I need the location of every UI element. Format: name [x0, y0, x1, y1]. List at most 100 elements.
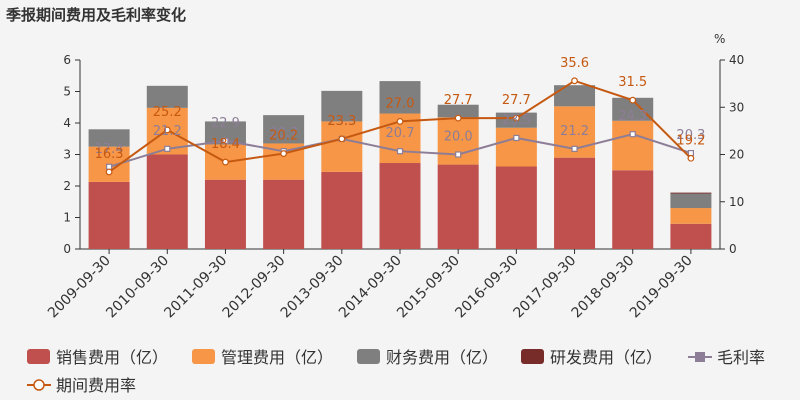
- legend-label: 毛利率: [717, 348, 765, 367]
- line-point-0: [571, 145, 578, 152]
- data-labels-layer: 17.4 21.2 22.9 20.7 23.3 20.7 20.0 23.5 21.2 24.3…: [95, 56, 706, 162]
- data-label-1: 23.3: [327, 114, 356, 129]
- bar-segment-1: [670, 208, 712, 224]
- line-point-0: [396, 148, 404, 155]
- bar-segment-0: [88, 181, 130, 249]
- bar-segment-0: [263, 179, 305, 249]
- bar-segment-0: [379, 163, 421, 249]
- bar-segment-0: [495, 166, 537, 249]
- bar-segment-0: [670, 223, 712, 249]
- legend-marker: [33, 379, 45, 391]
- legend-label: 管理费用（亿）: [221, 348, 333, 367]
- data-label-1: 16.3: [95, 147, 124, 162]
- line-point-1: [629, 96, 637, 104]
- data-label-0: 20.3: [676, 128, 705, 143]
- legend-marker: [695, 352, 705, 362]
- data-label-0: 21.2: [153, 124, 182, 139]
- line-point-0: [164, 145, 171, 152]
- data-label-1: 27.7: [444, 93, 473, 108]
- data-label-1: 20.2: [269, 129, 298, 144]
- y2-unit-label: %: [714, 32, 725, 46]
- data-label-0: 20.7: [269, 126, 298, 141]
- y-tick-label-left: 5: [63, 85, 71, 99]
- line-point-1: [222, 158, 229, 166]
- data-label-1: 18.4: [211, 137, 240, 152]
- data-label-1: 27.7: [502, 93, 531, 108]
- y-tick-label-right: 0: [729, 242, 737, 256]
- line-point-1: [396, 118, 404, 125]
- line-point-0: [513, 134, 520, 142]
- line-point-1: [280, 150, 288, 157]
- bar-segment-3: [670, 192, 712, 194]
- line-point-0: [629, 131, 636, 138]
- data-label-1: 25.2: [153, 105, 182, 120]
- line-point-1: [512, 114, 520, 122]
- legend-item-5: 期间费用率: [27, 376, 136, 395]
- line-point-0: [687, 149, 695, 157]
- y-tick-label-right: 40: [729, 53, 744, 67]
- y-tick-label-right: 10: [729, 195, 744, 209]
- bar-segment-2: [88, 129, 130, 147]
- data-label-0: 23.3: [327, 114, 356, 129]
- bar-segment-0: [204, 179, 246, 249]
- y-tick-label-right: 20: [729, 148, 744, 162]
- bar-segment-2: [670, 193, 712, 209]
- legend-swatch: [357, 349, 380, 364]
- line-point-0: [105, 163, 113, 170]
- legend-label: 销售费用（亿）: [56, 348, 168, 367]
- y-tick-label-right: 30: [729, 100, 744, 114]
- legend-swatch: [192, 349, 215, 364]
- data-label-0: 17.4: [95, 142, 124, 157]
- data-label-1: 35.6: [560, 56, 589, 71]
- bar-segment-2: [321, 90, 363, 122]
- line-point-1: [163, 126, 171, 134]
- legend-item-1: 管理费用（亿）: [192, 348, 333, 367]
- legend-swatch: [27, 349, 50, 364]
- bar-segment-2: [612, 97, 654, 121]
- data-label-0: 22.9: [211, 116, 240, 131]
- bar-segment-0: [321, 171, 363, 249]
- bar-segment-2: [146, 85, 188, 108]
- data-label-0: 20.7: [386, 126, 415, 141]
- data-label-1: 19.2: [676, 133, 705, 148]
- legend-label: 研发费用（亿）: [550, 348, 662, 367]
- y-tick-label-left: 3: [63, 148, 71, 162]
- bar-segment-1: [321, 121, 363, 172]
- data-label-1: 27.0: [386, 96, 415, 111]
- bar-segment-2: [437, 104, 479, 118]
- data-label-0: 21.2: [560, 124, 589, 139]
- bar-segment-2: [263, 115, 305, 144]
- y-tick-label-left: 4: [63, 116, 71, 130]
- line-point-1: [571, 77, 578, 85]
- data-label-0: 23.5: [502, 113, 531, 128]
- line-point-1: [338, 135, 346, 143]
- y-tick-label-left: 6: [63, 53, 71, 67]
- legend-label: 财务费用（亿）: [386, 348, 498, 367]
- legend-item-4: 毛利率: [688, 348, 765, 367]
- y-tick-label-left: 1: [63, 211, 71, 225]
- bar-segment-2: [379, 81, 421, 114]
- bar-segment-2: [204, 121, 246, 145]
- line-point-1: [454, 114, 462, 122]
- legend-item-0: 销售费用（亿）: [27, 348, 168, 367]
- line-point-1: [687, 154, 695, 162]
- legend-item-2: 财务费用（亿）: [357, 348, 498, 367]
- y-tick-label-left: 2: [63, 179, 71, 193]
- data-label-0: 20.0: [444, 130, 473, 145]
- lines-layer: [105, 77, 695, 176]
- line-point-0: [222, 137, 229, 144]
- bar-segment-0: [612, 170, 654, 249]
- bar-segment-0: [437, 164, 479, 249]
- data-label-0: 24.3: [618, 109, 647, 124]
- data-label-1: 31.5: [618, 75, 647, 90]
- line-point-1: [105, 168, 113, 176]
- x-tick-label: 2019-09-30: [627, 253, 696, 322]
- bar-segment-0: [554, 157, 596, 249]
- legend-swatch: [521, 349, 544, 364]
- chart-title: 季报期间费用及毛利率变化: [6, 6, 186, 24]
- bar-segment-1: [495, 127, 537, 167]
- bar-segment-0: [146, 154, 188, 249]
- bar-segment-2: [554, 85, 596, 107]
